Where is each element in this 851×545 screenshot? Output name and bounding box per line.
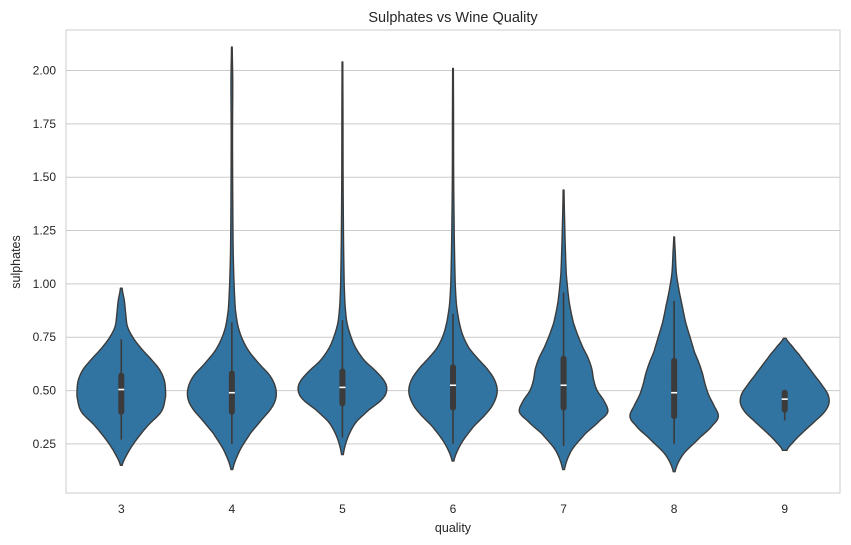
x-tick-label: 8: [671, 502, 678, 516]
violin-5: [297, 61, 388, 456]
violin-6: [408, 67, 498, 462]
x-tick-label: 6: [450, 502, 457, 516]
violin-9: [739, 337, 830, 452]
violins: [76, 46, 830, 473]
y-tick-label: 0.50: [33, 384, 57, 398]
violin-body: [408, 67, 498, 462]
y-tick-label: 1.00: [33, 277, 57, 291]
y-axis-label: sulphates: [9, 235, 23, 289]
x-tick-label: 9: [781, 502, 788, 516]
y-tick-label: 0.75: [33, 330, 57, 344]
x-tick-label: 5: [339, 502, 346, 516]
x-tick-label: 3: [118, 502, 125, 516]
x-tick-labels: 3 4 5 6 7 8 9: [118, 502, 788, 516]
violin-body: [297, 61, 388, 456]
violin-8: [629, 236, 720, 473]
y-tick-label: 0.25: [33, 437, 57, 451]
violin-4: [186, 46, 278, 471]
plot-frame: [65, 29, 841, 494]
chart-title: Sulphates vs Wine Quality: [368, 10, 538, 26]
violin-7: [518, 189, 609, 471]
violin-body: [186, 46, 278, 471]
x-tick-label: 7: [560, 502, 567, 516]
violin-3: [76, 287, 167, 466]
x-axis-label: quality: [435, 521, 472, 535]
x-tick-label: 4: [229, 502, 236, 516]
y-tick-label: 2.00: [33, 64, 57, 78]
y-tick-label: 1.50: [33, 170, 57, 184]
y-tick-label: 1.75: [33, 117, 57, 131]
y-tick-label: 1.25: [33, 224, 57, 238]
y-tick-labels: 0.25 0.50 0.75 1.00 1.25 1.50 1.75 2.00: [33, 64, 57, 451]
